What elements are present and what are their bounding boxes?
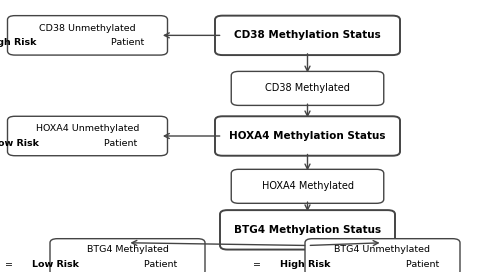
Text: =: = (5, 260, 16, 269)
Text: BTG4 Methylation Status: BTG4 Methylation Status (234, 225, 381, 235)
FancyBboxPatch shape (231, 169, 384, 203)
Text: HOXA4 Methylated: HOXA4 Methylated (262, 181, 354, 191)
Text: =: = (254, 260, 264, 269)
FancyBboxPatch shape (215, 116, 400, 156)
FancyBboxPatch shape (305, 239, 460, 272)
Text: High Risk: High Risk (0, 38, 36, 47)
Text: High Risk: High Risk (280, 260, 331, 269)
Text: CD38 Unmethylated: CD38 Unmethylated (39, 23, 136, 33)
FancyBboxPatch shape (220, 210, 395, 250)
Text: BTG4 Methylated: BTG4 Methylated (86, 245, 168, 254)
FancyBboxPatch shape (50, 239, 205, 272)
FancyBboxPatch shape (8, 116, 168, 156)
FancyBboxPatch shape (231, 71, 384, 105)
FancyBboxPatch shape (215, 16, 400, 55)
Text: Low Risk: Low Risk (0, 139, 40, 148)
Text: Patient: Patient (141, 260, 178, 269)
Text: Patient: Patient (108, 38, 144, 47)
Text: Patient: Patient (101, 139, 138, 148)
Text: Low Risk: Low Risk (32, 260, 80, 269)
Text: HOXA4 Methylation Status: HOXA4 Methylation Status (229, 131, 386, 141)
Text: Patient: Patient (403, 260, 439, 269)
Text: CD38 Methylation Status: CD38 Methylation Status (234, 30, 381, 40)
Text: HOXA4 Unmethylated: HOXA4 Unmethylated (36, 124, 139, 133)
FancyBboxPatch shape (8, 16, 168, 55)
Text: BTG4 Unmethylated: BTG4 Unmethylated (334, 245, 430, 254)
Text: CD38 Methylated: CD38 Methylated (265, 84, 350, 93)
